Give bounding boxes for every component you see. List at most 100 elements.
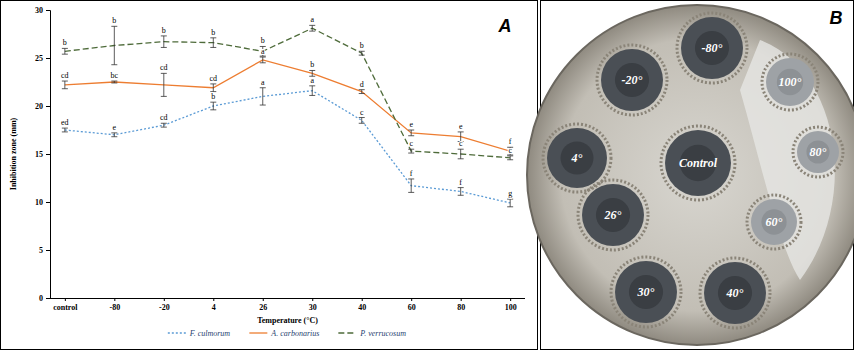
panel-label: A	[498, 16, 512, 36]
error-bar	[161, 73, 167, 96]
petri-dish	[527, 5, 854, 345]
x-tick-mark	[362, 298, 363, 301]
y-tick-label: 5	[39, 246, 43, 255]
well-zone	[681, 17, 743, 79]
x-tick-label: 80	[457, 303, 465, 312]
x-tick: 60	[408, 298, 416, 312]
well-hole	[718, 276, 752, 310]
y-tick-mark	[46, 250, 50, 251]
x-tick-label: 60	[408, 303, 416, 312]
well: 26°	[578, 180, 648, 250]
significance-letter: c	[360, 108, 364, 117]
error-bar	[111, 81, 117, 83]
error-bar	[359, 118, 365, 124]
significance-letter: cd	[210, 74, 218, 83]
y-tick-mark	[46, 58, 50, 59]
x-axis-title: Temperature (°C)	[257, 316, 318, 325]
significance-letter: b	[112, 16, 116, 25]
well-halo	[747, 195, 801, 249]
well: -20°	[597, 45, 667, 115]
legend-item: P. verrucosum	[338, 329, 406, 338]
significance-letter: c	[459, 139, 463, 148]
x-tick: -80	[109, 298, 120, 312]
well-label: 40°	[726, 286, 744, 300]
well-hole	[806, 140, 829, 163]
error-bar	[210, 38, 216, 48]
well-halo	[578, 180, 648, 250]
error-bar	[507, 199, 513, 207]
significance-letter: b	[360, 41, 364, 50]
well-halo	[661, 126, 735, 200]
y-tick-mark	[46, 106, 50, 107]
well-hole	[761, 209, 786, 234]
y-tick-mark	[46, 298, 50, 299]
x-tick: 40	[358, 298, 366, 312]
well-halo	[793, 127, 843, 177]
x-tick-label: control	[53, 303, 78, 312]
x-tick: 4	[212, 298, 216, 312]
panel-label: B	[830, 8, 843, 28]
significance-letter: cd	[160, 63, 168, 72]
legend-label: P. verrucosum	[359, 329, 406, 338]
significance-letter: g	[508, 189, 512, 198]
legend-label: A. carbonarius	[270, 329, 319, 338]
well-hole	[777, 69, 803, 95]
significance-letter: bc	[111, 71, 119, 80]
error-bar	[62, 81, 68, 89]
significance-letter: c	[508, 146, 512, 155]
error-bar	[111, 133, 117, 137]
well-zone	[615, 261, 677, 323]
error-bar	[359, 90, 365, 94]
well-zone	[665, 130, 731, 196]
error-bar	[62, 48, 68, 54]
significance-letter: e	[459, 122, 463, 131]
error-bar	[507, 156, 513, 160]
x-tick-mark	[510, 298, 511, 301]
y-tick: 25	[35, 54, 50, 63]
x-tick-label: 100	[505, 303, 517, 312]
well-label: 30°	[637, 285, 655, 299]
significance-letter: ed	[61, 118, 69, 127]
x-tick: 100	[505, 298, 517, 312]
error-bar	[359, 51, 365, 55]
x-tick: -20	[159, 298, 170, 312]
y-tick-label: 30	[35, 6, 43, 15]
error-bar	[210, 84, 216, 92]
x-tick-mark	[164, 298, 165, 301]
significance-letter: e	[409, 120, 413, 129]
well: Control	[661, 126, 735, 200]
legend-item: A. carbonarius	[249, 329, 319, 338]
x-tick-mark	[114, 298, 115, 301]
well-hole	[629, 275, 663, 309]
significance-letter: f	[459, 178, 462, 187]
y-tick-mark	[46, 154, 50, 155]
x-tick-label: -20	[159, 303, 170, 312]
x-tick: 26	[259, 298, 267, 312]
well-hole	[561, 142, 594, 175]
well-label: -80°	[702, 41, 723, 55]
well-halo	[762, 54, 818, 110]
legend-item: F. culmorum	[168, 329, 231, 338]
error-bar	[111, 26, 117, 64]
y-tick: 30	[35, 6, 50, 15]
error-bar	[458, 149, 464, 159]
x-tick: 80	[457, 298, 465, 312]
series-line	[65, 91, 510, 203]
significance-letter: b	[211, 92, 215, 101]
significance-letter: b	[310, 60, 314, 69]
x-tick: control	[53, 298, 78, 312]
well: 80°	[793, 127, 843, 177]
error-bar	[62, 128, 68, 132]
y-tick: 5	[39, 246, 50, 255]
wells: -80°-20°4°26°Control30°40°60°80°100°	[543, 13, 843, 328]
well-label: Control	[679, 156, 718, 170]
well-hole	[615, 63, 649, 97]
well-halo	[700, 258, 770, 328]
well-hole	[695, 31, 729, 65]
y-axis: 051015202530	[35, 6, 51, 303]
x-tick-label: 30	[309, 303, 317, 312]
error-bar	[408, 179, 414, 192]
x-tick-mark	[263, 298, 264, 301]
well-label: 26°	[604, 208, 622, 222]
error-bar	[260, 46, 266, 56]
